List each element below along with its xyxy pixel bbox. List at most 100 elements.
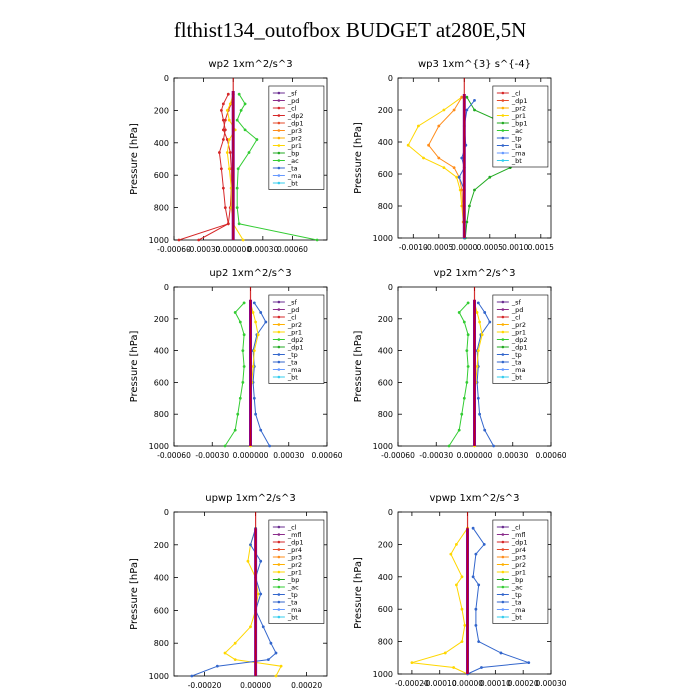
data-point bbox=[252, 301, 256, 305]
data-point bbox=[460, 575, 464, 579]
data-point bbox=[235, 186, 239, 190]
legend-label: _dp2 bbox=[511, 336, 528, 344]
legend-label: _dp2 bbox=[287, 112, 304, 120]
data-point bbox=[457, 428, 461, 432]
legend-marker bbox=[277, 174, 281, 177]
data-point bbox=[219, 167, 223, 171]
data-point bbox=[259, 592, 263, 596]
legend-marker bbox=[277, 159, 281, 162]
legend-label: _tp bbox=[287, 591, 298, 599]
series-line-pr1 bbox=[407, 96, 465, 239]
plot-frame bbox=[173, 511, 328, 677]
legend-label: _mfl bbox=[287, 531, 302, 539]
y-tick-label: 600 bbox=[378, 170, 393, 179]
data-point bbox=[259, 559, 263, 563]
legend-marker bbox=[501, 338, 505, 341]
panel-title: vpwp 1xm^2/s^3 bbox=[429, 493, 519, 504]
y-tick-label: 1000 bbox=[149, 672, 169, 681]
legend-marker bbox=[277, 555, 281, 559]
legend-marker bbox=[501, 593, 505, 596]
data-point bbox=[221, 118, 225, 122]
legend-label: _bp bbox=[287, 576, 300, 584]
data-point bbox=[406, 143, 410, 147]
y-tick-label: 400 bbox=[378, 347, 393, 356]
legend-label: _pr4 bbox=[287, 546, 302, 554]
legend-marker bbox=[501, 144, 505, 147]
y-tick-label: 0 bbox=[164, 74, 169, 83]
legend-label: _bp1 bbox=[511, 119, 528, 127]
data-point bbox=[460, 640, 464, 643]
legend-label: _pr1 bbox=[511, 568, 526, 576]
data-point bbox=[251, 311, 255, 314]
legend-marker bbox=[277, 166, 281, 170]
data-point bbox=[238, 396, 242, 400]
legend-label: _cl bbox=[287, 104, 297, 112]
legend-marker bbox=[501, 323, 505, 326]
legend-label: _bt bbox=[511, 613, 522, 621]
legend-marker bbox=[501, 615, 505, 619]
data-point bbox=[488, 175, 492, 179]
panel-title: vp2 1xm^2/s^3 bbox=[434, 268, 516, 279]
data-point bbox=[476, 396, 480, 400]
y-tick-label: 400 bbox=[154, 139, 169, 148]
data-point bbox=[226, 92, 230, 96]
data-point bbox=[465, 220, 469, 224]
legend-marker bbox=[501, 136, 505, 140]
data-point bbox=[455, 543, 458, 546]
data-point bbox=[243, 128, 247, 132]
x-tick-label: 0.00020 bbox=[508, 679, 539, 688]
legend-label: _tp bbox=[511, 351, 522, 359]
data-point bbox=[443, 651, 447, 655]
legend-marker bbox=[277, 114, 281, 117]
x-tick-label: 0.00060 bbox=[311, 451, 342, 460]
y-tick-label: 600 bbox=[378, 605, 393, 614]
legend-label: _sf bbox=[511, 298, 522, 306]
data-point bbox=[442, 166, 446, 170]
legend-marker bbox=[501, 375, 505, 379]
y-tick-label: 400 bbox=[154, 574, 169, 583]
data-point bbox=[476, 349, 480, 352]
data-point bbox=[462, 320, 466, 324]
legend-marker bbox=[277, 375, 281, 379]
legend-marker bbox=[501, 540, 505, 544]
legend-marker bbox=[277, 121, 281, 125]
data-point bbox=[465, 95, 469, 99]
data-point bbox=[460, 607, 464, 611]
data-point bbox=[233, 641, 237, 645]
data-point bbox=[215, 664, 219, 668]
panel-title: upwp 1xm^2/s^3 bbox=[205, 493, 295, 504]
panel-3: up2 1xm^2/s^3 Pressure [hPa] 0 200 400 600 800… bbox=[129, 268, 343, 460]
legend-marker bbox=[277, 345, 281, 349]
y-tick-label: 0 bbox=[388, 283, 393, 292]
data-point bbox=[223, 118, 227, 122]
data-point bbox=[460, 188, 464, 192]
y-tick-label: 400 bbox=[378, 573, 393, 582]
data-point bbox=[488, 320, 492, 324]
legend-marker bbox=[501, 99, 505, 102]
plot-frame bbox=[173, 77, 328, 241]
data-point bbox=[483, 311, 487, 314]
data-point bbox=[235, 206, 239, 210]
y-axis-label: Pressure [hPa] bbox=[353, 122, 364, 194]
legend-marker bbox=[277, 578, 281, 581]
legend-marker bbox=[501, 360, 505, 364]
data-point bbox=[466, 301, 470, 305]
legend-label: _ta bbox=[511, 358, 522, 366]
legend-marker bbox=[277, 144, 281, 147]
x-tick-label: 0.0005 bbox=[477, 243, 503, 252]
legend-label: _pr2 bbox=[287, 561, 302, 569]
legend-marker bbox=[501, 555, 505, 559]
legend-label: _dp2 bbox=[287, 336, 304, 344]
legend-marker bbox=[277, 615, 281, 619]
x-tick-label: 0.000000 bbox=[215, 245, 251, 254]
legend-label: _sf bbox=[287, 89, 298, 97]
data-point bbox=[457, 175, 461, 179]
data-point bbox=[233, 311, 237, 314]
data-point bbox=[473, 188, 476, 192]
data-point bbox=[274, 674, 278, 678]
legend-marker bbox=[501, 308, 505, 311]
data-point bbox=[483, 428, 487, 432]
data-point bbox=[460, 95, 464, 99]
data-point bbox=[251, 365, 255, 368]
